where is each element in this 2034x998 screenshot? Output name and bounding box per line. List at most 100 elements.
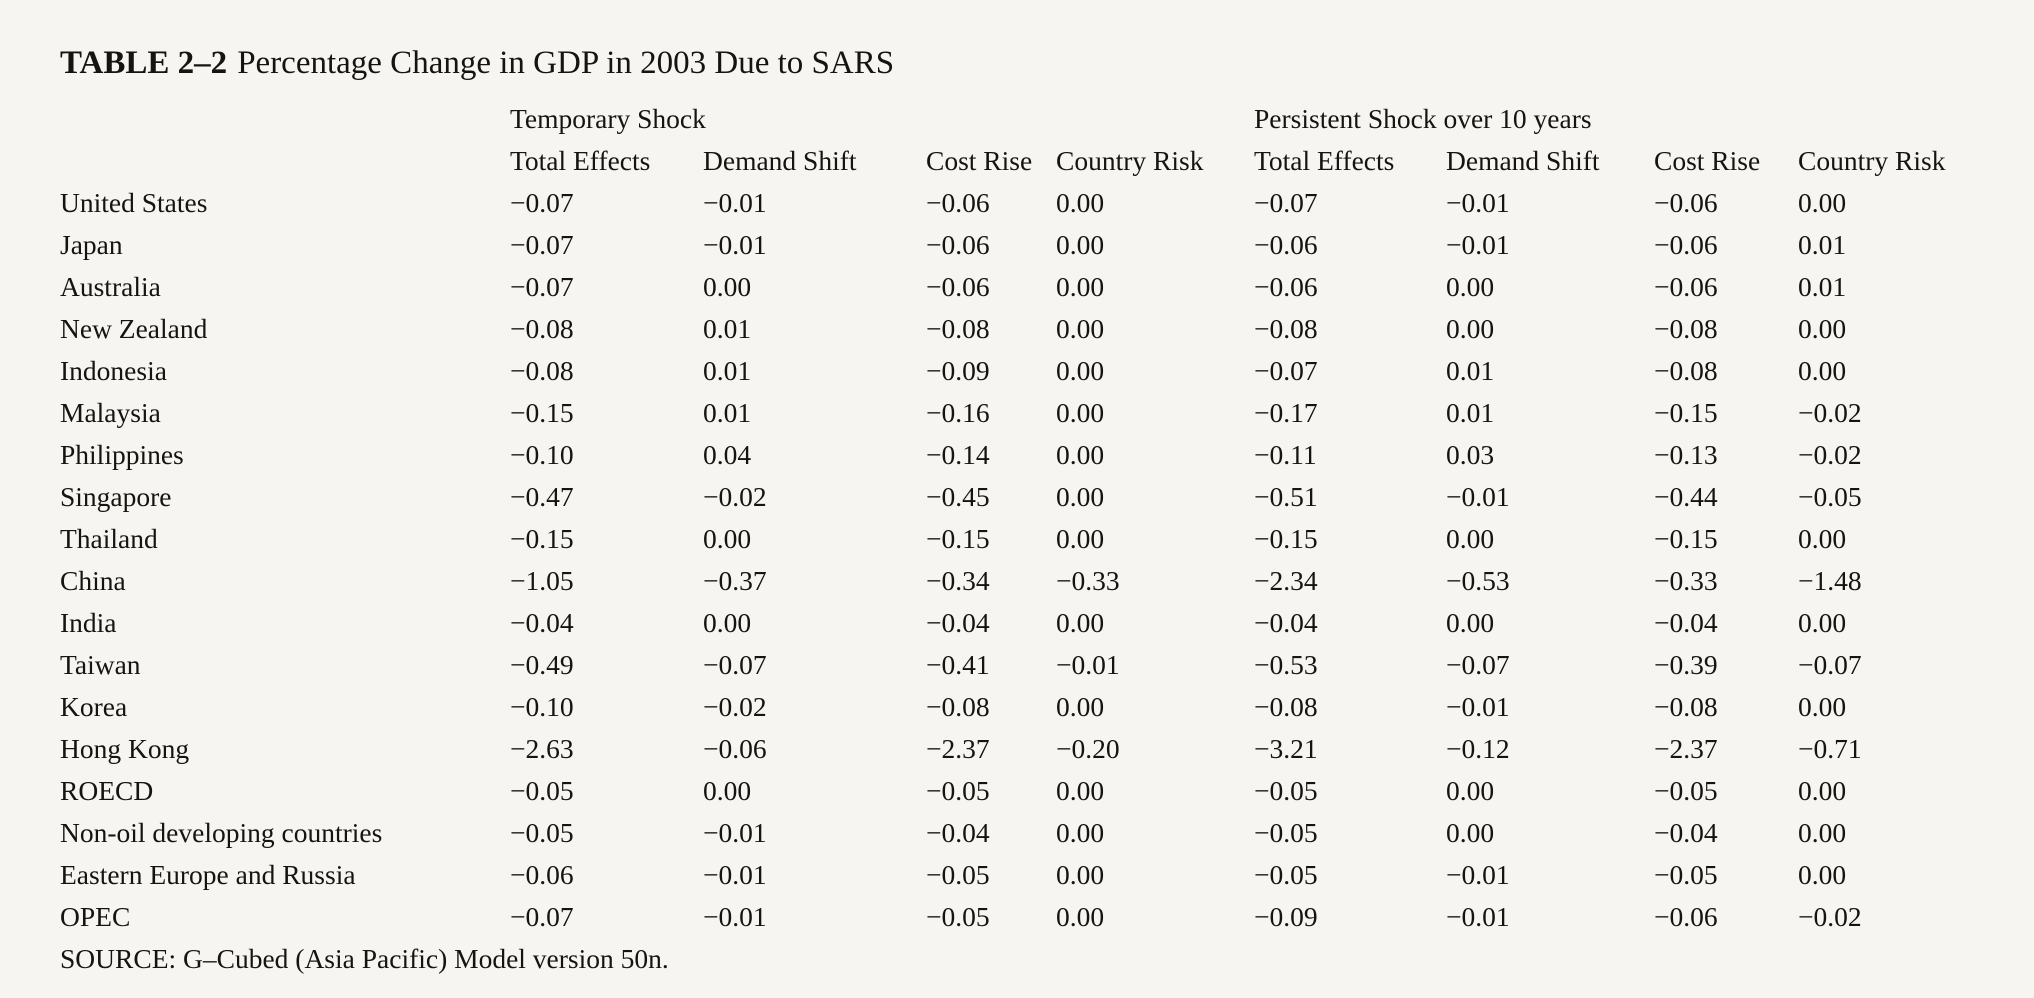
value-cell: −0.05 [510, 817, 574, 848]
value-cell: 0.00 [703, 523, 752, 554]
value-cell: −0.04 [1654, 817, 1718, 848]
value-cell: 0.00 [1056, 775, 1105, 806]
value-cell: −0.08 [926, 691, 990, 722]
value-cell: −0.06 [926, 271, 990, 302]
value-cell: 0.00 [703, 271, 752, 302]
value-cell: 0.01 [703, 355, 752, 386]
country-cell: Australia [60, 271, 161, 302]
value-cell: −0.01 [1056, 649, 1120, 680]
value-cell: −0.01 [703, 901, 767, 932]
country-cell: New Zealand [60, 313, 208, 344]
value-cell: 0.00 [1798, 187, 1847, 218]
table-row: Malaysia −0.15 0.01 −0.16 0.00 −0.17 0.01 −0.15… [60, 392, 2024, 434]
value-cell: 0.00 [1056, 691, 1105, 722]
country-cell: Eastern Europe and Russia [60, 859, 356, 890]
value-cell: −0.08 [1254, 313, 1318, 344]
value-cell: 0.03 [1446, 439, 1495, 470]
value-cell: 0.00 [1056, 439, 1105, 470]
value-cell: −0.15 [510, 397, 574, 428]
value-cell: −0.15 [510, 523, 574, 554]
value-cell: −0.06 [1654, 901, 1718, 932]
country-cell: Singapore [60, 481, 172, 512]
value-cell: −0.05 [1254, 817, 1318, 848]
column-header-temp-demand-shift: Demand Shift [703, 145, 857, 176]
table-row: OPEC −0.07 −0.01 −0.05 0.00 −0.09 −0.01 −0.06 −0… [60, 896, 2024, 938]
value-cell: −0.08 [1654, 313, 1718, 344]
value-cell: −0.07 [1798, 649, 1862, 680]
value-cell: −0.01 [703, 229, 767, 260]
value-cell: −0.07 [510, 187, 574, 218]
value-cell: −0.05 [1798, 481, 1862, 512]
value-cell: −0.05 [926, 859, 990, 890]
value-cell: −0.44 [1654, 481, 1718, 512]
table-row: ROECD −0.05 0.00 −0.05 0.00 −0.05 0.00 −0.05 0.0… [60, 770, 2024, 812]
value-cell: 0.00 [1446, 607, 1495, 638]
value-cell: −0.14 [926, 439, 990, 470]
value-cell: 0.00 [1798, 523, 1847, 554]
country-cell: China [60, 565, 126, 596]
country-cell: Indonesia [60, 355, 167, 386]
table-row: United States −0.07 −0.01 −0.06 0.00 −0.07 −0.… [60, 182, 2024, 224]
value-cell: −0.33 [1056, 565, 1120, 596]
value-cell: 0.00 [1056, 355, 1105, 386]
table-row: New Zealand −0.08 0.01 −0.08 0.00 −0.08 0.00 −0… [60, 308, 2024, 350]
value-cell: −0.02 [1798, 901, 1862, 932]
value-cell: 0.00 [1056, 901, 1105, 932]
country-cell: Japan [60, 229, 123, 260]
value-cell: −0.01 [1446, 187, 1510, 218]
value-cell: 0.00 [1056, 313, 1105, 344]
value-cell: −0.09 [926, 355, 990, 386]
group-header-persistent-shock: Persistent Shock over 10 years [1254, 103, 1592, 134]
value-cell: −0.01 [1446, 481, 1510, 512]
value-cell: −0.05 [510, 775, 574, 806]
table-number: TABLE 2–2 [60, 45, 228, 81]
value-cell: −0.08 [1254, 691, 1318, 722]
table-caption: Percentage Change in GDP in 2003 Due to … [237, 45, 895, 81]
value-cell: −0.37 [703, 565, 767, 596]
table-row: Hong Kong −2.63 −0.06 −2.37 −0.20 −3.21 −0.12 −… [60, 728, 2024, 770]
page-title: TABLE 2–2 Percentage Change in GDP in 200… [60, 40, 2034, 86]
country-cell: OPEC [60, 901, 131, 932]
value-cell: −0.20 [1056, 733, 1120, 764]
country-cell: ROECD [60, 775, 154, 806]
value-cell: −0.01 [1446, 691, 1510, 722]
value-cell: −0.05 [1654, 775, 1718, 806]
value-cell: 0.04 [703, 439, 752, 470]
value-cell: −0.15 [926, 523, 990, 554]
value-cell: −0.47 [510, 481, 574, 512]
value-cell: 0.00 [1798, 817, 1847, 848]
value-cell: −0.01 [703, 859, 767, 890]
value-cell: −0.15 [1654, 397, 1718, 428]
value-cell: −0.05 [926, 901, 990, 932]
value-cell: 0.00 [703, 775, 752, 806]
value-cell: 0.00 [1798, 859, 1847, 890]
column-header-temp-total-effects: Total Effects [510, 145, 651, 176]
country-cell: Korea [60, 691, 128, 722]
value-cell: −0.08 [926, 313, 990, 344]
table-row: Thailand −0.15 0.00 −0.15 0.00 −0.15 0.00 −0.15… [60, 518, 2024, 560]
value-cell: −0.06 [926, 187, 990, 218]
value-cell: −0.05 [1654, 859, 1718, 890]
value-cell: 0.00 [1056, 229, 1105, 260]
country-cell: United States [60, 187, 208, 218]
value-cell: −0.01 [703, 187, 767, 218]
value-cell: 0.00 [1056, 481, 1105, 512]
table-row: Non-oil developing countries −0.05 −0.01 −0… [60, 812, 2024, 854]
value-cell: −0.07 [510, 901, 574, 932]
value-cell: 0.01 [703, 313, 752, 344]
column-header-temp-country-risk: Country Risk [1056, 145, 1204, 176]
value-cell: −0.06 [703, 733, 767, 764]
value-cell: −0.10 [510, 439, 574, 470]
value-cell: −0.01 [1446, 901, 1510, 932]
value-cell: −0.08 [510, 355, 574, 386]
value-cell: −0.53 [1254, 649, 1318, 680]
gdp-change-table: Temporary Shock Persistent Shock over 10… [60, 98, 2024, 938]
value-cell: −0.07 [1446, 649, 1510, 680]
value-cell: −0.04 [926, 607, 990, 638]
value-cell: −0.09 [1254, 901, 1318, 932]
value-cell: −0.06 [1654, 229, 1718, 260]
value-cell: −0.11 [1254, 439, 1317, 470]
value-cell: 0.00 [1798, 607, 1847, 638]
value-cell: −2.37 [1654, 733, 1718, 764]
value-cell: −0.04 [1254, 607, 1318, 638]
